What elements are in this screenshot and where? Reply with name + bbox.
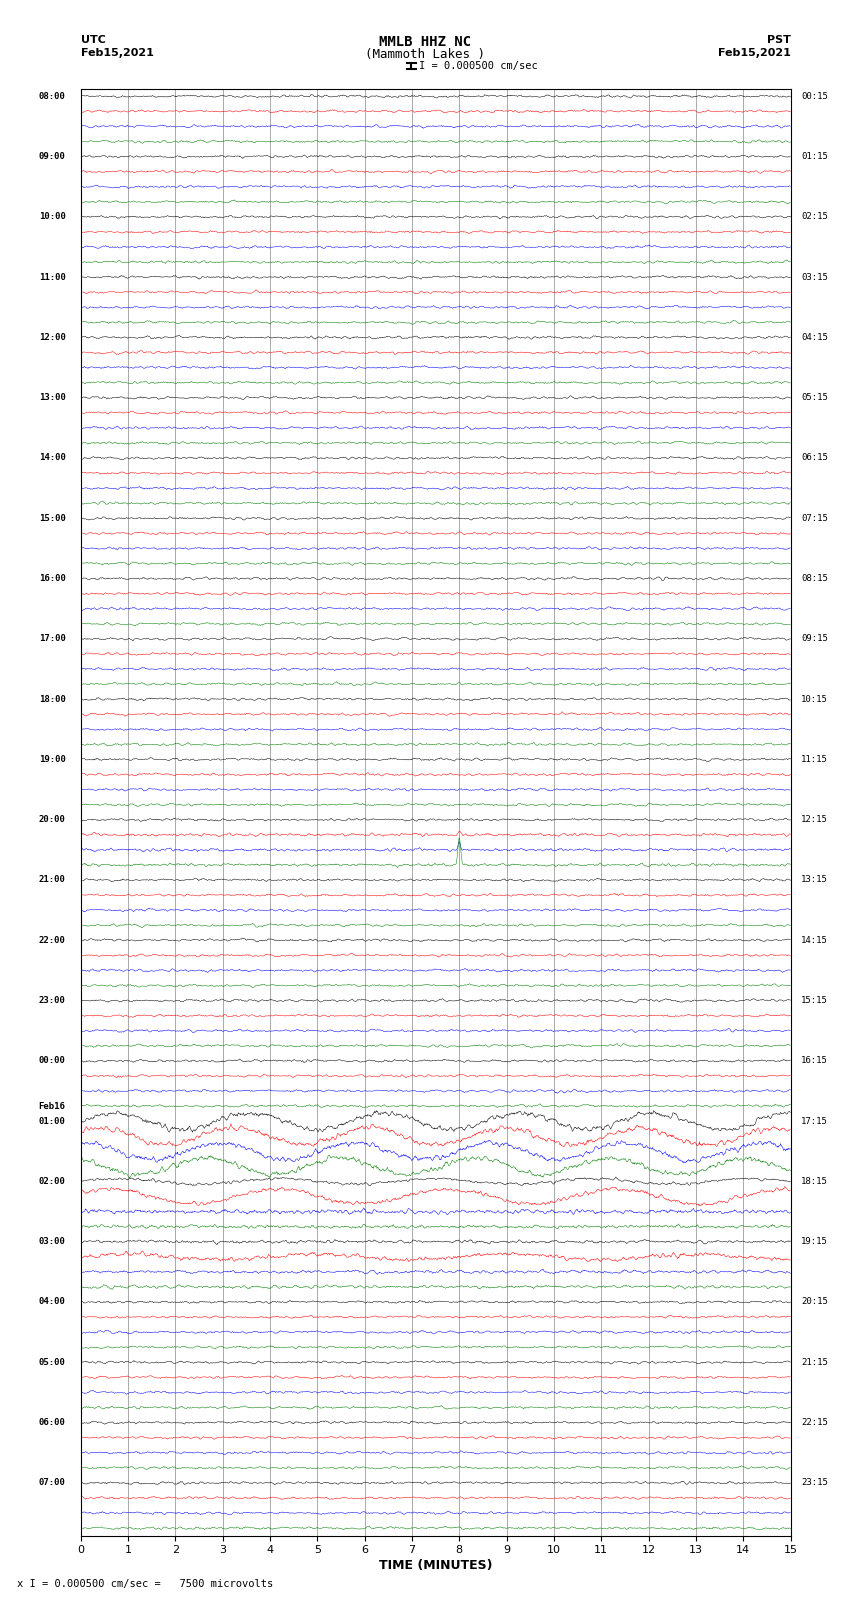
Text: 18:00: 18:00 — [39, 695, 65, 703]
Text: Feb15,2021: Feb15,2021 — [717, 48, 790, 58]
Text: 12:15: 12:15 — [801, 815, 828, 824]
X-axis label: TIME (MINUTES): TIME (MINUTES) — [379, 1560, 492, 1573]
Text: MMLB HHZ NC: MMLB HHZ NC — [379, 35, 471, 48]
Text: 14:00: 14:00 — [39, 453, 65, 463]
Text: 08:15: 08:15 — [801, 574, 828, 582]
Text: 01:00: 01:00 — [39, 1116, 65, 1126]
Text: 01:15: 01:15 — [801, 152, 828, 161]
Text: 08:00: 08:00 — [39, 92, 65, 100]
Text: 20:15: 20:15 — [801, 1297, 828, 1307]
Text: 13:15: 13:15 — [801, 876, 828, 884]
Text: 21:00: 21:00 — [39, 876, 65, 884]
Text: 10:15: 10:15 — [801, 695, 828, 703]
Text: 09:15: 09:15 — [801, 634, 828, 644]
Text: 06:15: 06:15 — [801, 453, 828, 463]
Text: 16:15: 16:15 — [801, 1057, 828, 1065]
Text: 00:15: 00:15 — [801, 92, 828, 100]
Text: 00:00: 00:00 — [39, 1057, 65, 1065]
Text: 15:15: 15:15 — [801, 997, 828, 1005]
Text: 05:15: 05:15 — [801, 394, 828, 402]
Text: 15:00: 15:00 — [39, 515, 65, 523]
Text: 23:15: 23:15 — [801, 1479, 828, 1487]
Text: 04:00: 04:00 — [39, 1297, 65, 1307]
Text: 02:15: 02:15 — [801, 213, 828, 221]
Text: 11:15: 11:15 — [801, 755, 828, 765]
Text: 02:00: 02:00 — [39, 1177, 65, 1186]
Text: 19:00: 19:00 — [39, 755, 65, 765]
Text: 12:00: 12:00 — [39, 332, 65, 342]
Text: 20:00: 20:00 — [39, 815, 65, 824]
Text: 18:15: 18:15 — [801, 1177, 828, 1186]
Text: 17:15: 17:15 — [801, 1116, 828, 1126]
Text: 17:00: 17:00 — [39, 634, 65, 644]
Text: UTC: UTC — [81, 35, 105, 45]
Text: 04:15: 04:15 — [801, 332, 828, 342]
Text: Feb15,2021: Feb15,2021 — [81, 48, 154, 58]
Text: 06:00: 06:00 — [39, 1418, 65, 1428]
Text: 16:00: 16:00 — [39, 574, 65, 582]
Text: I = 0.000500 cm/sec: I = 0.000500 cm/sec — [419, 61, 538, 71]
Text: 05:00: 05:00 — [39, 1358, 65, 1366]
Text: Feb16: Feb16 — [39, 1102, 65, 1110]
Text: 10:00: 10:00 — [39, 213, 65, 221]
Text: 03:00: 03:00 — [39, 1237, 65, 1247]
Text: 07:00: 07:00 — [39, 1479, 65, 1487]
Text: 23:00: 23:00 — [39, 997, 65, 1005]
Text: 22:00: 22:00 — [39, 936, 65, 945]
Text: 07:15: 07:15 — [801, 515, 828, 523]
Text: 22:15: 22:15 — [801, 1418, 828, 1428]
Text: 03:15: 03:15 — [801, 273, 828, 282]
Text: 11:00: 11:00 — [39, 273, 65, 282]
Text: (Mammoth Lakes ): (Mammoth Lakes ) — [365, 48, 485, 61]
Text: 09:00: 09:00 — [39, 152, 65, 161]
Text: 13:00: 13:00 — [39, 394, 65, 402]
Text: 14:15: 14:15 — [801, 936, 828, 945]
Text: x I = 0.000500 cm/sec =   7500 microvolts: x I = 0.000500 cm/sec = 7500 microvolts — [17, 1579, 273, 1589]
Text: PST: PST — [767, 35, 791, 45]
Text: 21:15: 21:15 — [801, 1358, 828, 1366]
Text: 19:15: 19:15 — [801, 1237, 828, 1247]
